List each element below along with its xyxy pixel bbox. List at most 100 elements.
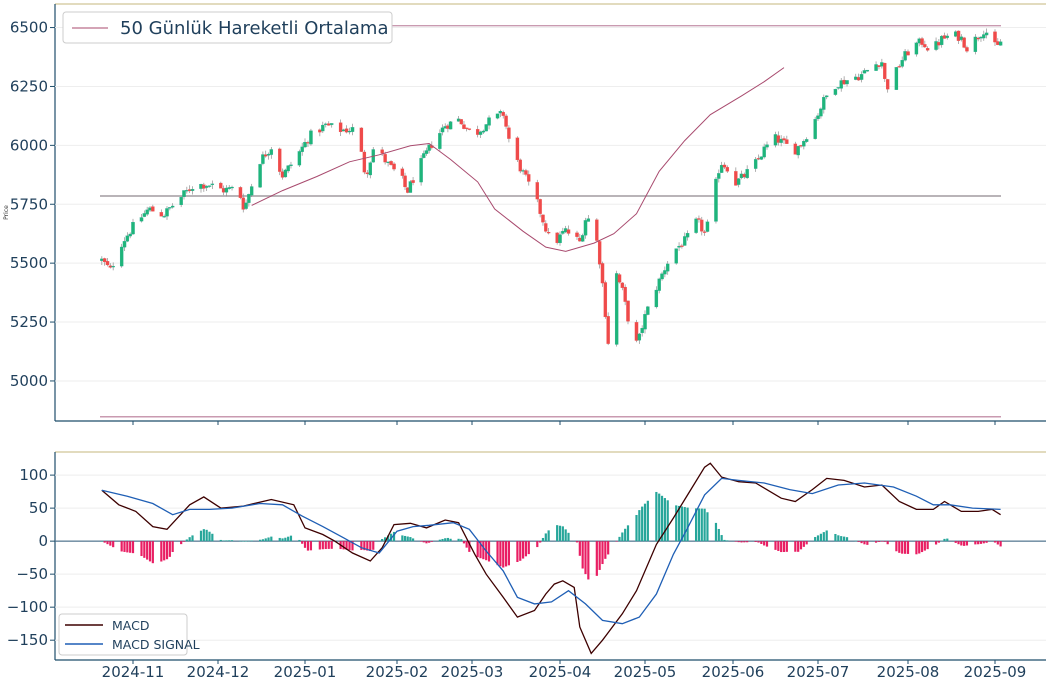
macd-hist-bar xyxy=(923,541,926,551)
candle-body xyxy=(984,32,989,36)
candle-body xyxy=(527,174,531,182)
candle-body xyxy=(481,130,486,133)
candle-body xyxy=(982,34,986,39)
candle-body xyxy=(620,282,625,288)
candle-body xyxy=(244,202,248,209)
macd-hist-bar xyxy=(441,538,444,542)
macd-hist-bar xyxy=(180,541,183,545)
macd-hist-bar xyxy=(516,541,519,562)
macd-legend-label: MACD xyxy=(112,618,149,633)
candle-body xyxy=(300,146,304,152)
macd-hist-bar xyxy=(392,531,396,542)
macd-hist-bar xyxy=(982,541,985,544)
candle-body xyxy=(159,212,164,217)
macd-ytick-label: −100 xyxy=(7,598,48,616)
price-ytick-label: 6000 xyxy=(10,136,48,154)
macd-ytick-label: −150 xyxy=(7,631,48,649)
macd-hist-bar xyxy=(556,525,559,542)
macd-ytick-label: −50 xyxy=(16,565,48,583)
macd-hist-bar xyxy=(794,541,797,552)
macd-hist-bar xyxy=(977,541,980,545)
price-legend-label: 50 Günlük Hareketli Ortalama xyxy=(120,18,388,39)
candle-body xyxy=(563,228,568,233)
macd-hist-bar xyxy=(895,541,898,552)
candle-body xyxy=(495,113,500,119)
macd-hist-bar xyxy=(963,541,966,546)
candle-body xyxy=(859,74,864,80)
candle-body xyxy=(561,230,565,234)
candle-body xyxy=(993,31,997,43)
price-ytick-label: 5750 xyxy=(10,195,48,213)
macd-hist-bar xyxy=(524,541,528,557)
candle-body xyxy=(122,241,127,248)
macd-hist-bar xyxy=(926,541,929,550)
macd-hist-bar xyxy=(780,541,783,553)
candle-body xyxy=(793,143,798,155)
xtick-label: 2025-05 xyxy=(614,663,677,681)
candle-body xyxy=(286,165,290,172)
macd-hist-bar xyxy=(476,541,479,558)
macd-hist-bar xyxy=(918,541,921,554)
macd-hist-bar xyxy=(278,537,281,542)
macd-hist-bar xyxy=(502,541,505,568)
candle-body xyxy=(722,164,727,168)
macd-hist-bar xyxy=(564,529,567,542)
macd-hist-bar xyxy=(880,541,883,542)
candle-body xyxy=(306,142,310,144)
macd-hist-bar xyxy=(618,536,621,542)
candle-body xyxy=(247,194,251,203)
candle-body xyxy=(714,178,718,222)
macd-hist-bar xyxy=(799,541,803,550)
macd-hist-bar xyxy=(737,541,740,543)
candle-body xyxy=(796,146,800,156)
candle-body xyxy=(842,79,846,85)
candle-body xyxy=(934,41,938,50)
macd-hist-bar xyxy=(960,541,963,546)
candle-body xyxy=(515,137,520,161)
macd-hist-bar xyxy=(462,541,466,544)
candle-body xyxy=(637,333,642,341)
macd-hist-bar xyxy=(191,535,194,542)
candle-body xyxy=(327,123,331,126)
candle-body xyxy=(448,121,453,130)
candle-body xyxy=(965,47,969,52)
candle-body xyxy=(249,186,254,196)
macd-hist-bar xyxy=(372,541,375,550)
candle-body xyxy=(383,154,387,163)
macd-hist-bar xyxy=(258,539,262,542)
candle-body xyxy=(725,167,730,172)
macd-hist-bar xyxy=(703,508,706,542)
macd-hist-bar xyxy=(822,532,825,542)
candle-body xyxy=(580,235,585,242)
candle-body xyxy=(756,158,761,160)
candle-body xyxy=(614,273,619,345)
candle-body xyxy=(836,87,841,89)
macd-hist-bar xyxy=(587,541,590,580)
macd-hist-bar xyxy=(239,540,242,542)
candle-body xyxy=(111,265,115,268)
macd-ytick-label: 0 xyxy=(38,532,48,550)
candle-body xyxy=(956,30,961,41)
macd-hist-bar xyxy=(465,541,468,548)
candle-body xyxy=(762,146,766,158)
candle-body xyxy=(168,207,172,209)
candle-body xyxy=(839,80,843,89)
macd-hist-bar xyxy=(205,529,208,542)
macd-hist-bar xyxy=(979,541,983,544)
candle-body xyxy=(822,97,826,110)
macd-hist-bar xyxy=(965,541,969,546)
candle-body xyxy=(862,70,867,74)
xtick-label: 2025-07 xyxy=(787,663,850,681)
macd-hist-bar xyxy=(165,541,169,560)
macd-hist-bar xyxy=(345,541,348,550)
macd-hist-bar xyxy=(760,541,763,544)
candle-body xyxy=(207,185,212,187)
candle-body xyxy=(666,263,670,272)
macd-hist-bar xyxy=(306,541,310,551)
macd-hist-bar xyxy=(697,508,701,542)
macd-hist-bar xyxy=(641,506,644,542)
macd-hist-bar xyxy=(318,541,321,550)
candle-body xyxy=(660,273,664,280)
macd-hist-bar xyxy=(825,530,828,542)
macd-hist-bar xyxy=(954,541,957,543)
